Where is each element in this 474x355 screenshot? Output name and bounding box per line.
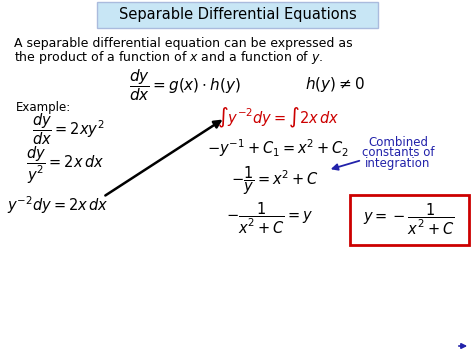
Text: $-\dfrac{1}{x^2+C} = y$: $-\dfrac{1}{x^2+C} = y$ (226, 200, 314, 236)
Text: $\dfrac{dy}{dx} = 2xy^2$: $\dfrac{dy}{dx} = 2xy^2$ (32, 111, 104, 147)
Text: constants of: constants of (362, 147, 434, 159)
FancyBboxPatch shape (97, 2, 378, 28)
Text: $\dfrac{dy}{y^2} = 2x\,dx$: $\dfrac{dy}{y^2} = 2x\,dx$ (26, 144, 104, 186)
Text: $y = -\dfrac{1}{x^2+C}$: $y = -\dfrac{1}{x^2+C}$ (363, 201, 455, 237)
Text: $\int y^{-2}dy = \int 2x\,dx$: $\int y^{-2}dy = \int 2x\,dx$ (217, 106, 339, 130)
Text: A separable differential equation can be expressed as: A separable differential equation can be… (14, 37, 353, 49)
Text: the product of a function of $x$ and a function of $y$.: the product of a function of $x$ and a f… (14, 49, 323, 66)
Text: Separable Differential Equations: Separable Differential Equations (119, 6, 357, 22)
Text: $-\dfrac{1}{y} = x^2 + C$: $-\dfrac{1}{y} = x^2 + C$ (231, 165, 319, 197)
Text: $\dfrac{dy}{dx} = g\left(x\right)\cdot h\left(y\right)$: $\dfrac{dy}{dx} = g\left(x\right)\cdot h… (129, 67, 241, 103)
Text: Example:: Example: (16, 100, 71, 114)
FancyBboxPatch shape (350, 195, 469, 245)
Text: Combined: Combined (368, 137, 428, 149)
Text: $-y^{-1} + C_1 = x^2 + C_2$: $-y^{-1} + C_1 = x^2 + C_2$ (207, 137, 349, 159)
Text: $h\left(y\right)\neq 0$: $h\left(y\right)\neq 0$ (305, 76, 365, 94)
Text: $y^{-2}dy = 2x\,dx$: $y^{-2}dy = 2x\,dx$ (7, 194, 109, 216)
Text: integration: integration (365, 157, 431, 169)
